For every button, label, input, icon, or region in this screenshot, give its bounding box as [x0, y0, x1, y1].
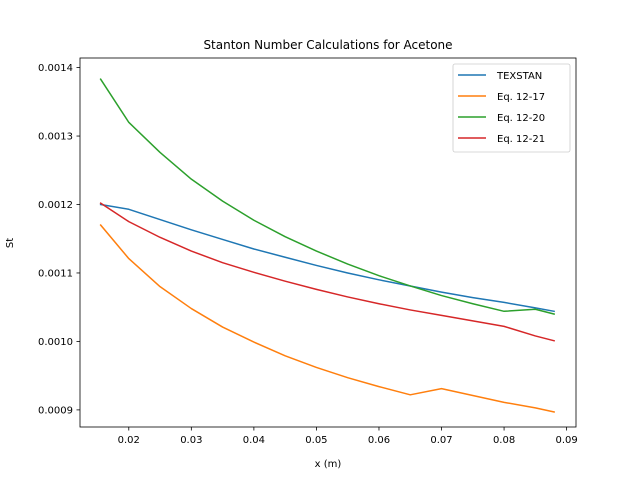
x-tick-label: 0.08: [493, 435, 515, 446]
legend-label-0: TEXSTAN: [496, 71, 542, 82]
x-tick-label: 0.06: [368, 435, 390, 446]
x-axis-label: x (m): [315, 459, 342, 470]
y-tick-label: 0.0012: [38, 200, 73, 211]
x-tick-label: 0.09: [555, 435, 577, 446]
y-tick-label: 0.0010: [38, 337, 73, 348]
series-line-0: [99, 203, 555, 313]
chart-title: Stanton Number Calculations for Acetone: [203, 38, 452, 52]
series-line-3: [99, 202, 556, 342]
legend: TEXSTAN Eq. 12-17 Eq. 12-20 Eq. 12-21: [452, 63, 571, 153]
legend-label-2: Eq. 12-20: [497, 113, 545, 124]
y-axis-label: St: [5, 238, 16, 248]
x-tick-label: 0.02: [118, 435, 140, 446]
x-tick-label: 0.07: [430, 435, 452, 446]
series-line-2: [99, 78, 556, 315]
x-tick-label: 0.03: [180, 435, 202, 446]
y-tick-label: 0.0009: [38, 405, 73, 416]
legend-box: [452, 63, 571, 153]
y-tick-label: 0.0014: [38, 63, 73, 74]
axes-frame: [79, 57, 577, 428]
x-tick-label: 0.04: [243, 435, 265, 446]
y-tick-label: 0.0013: [38, 132, 73, 143]
legend-label-1: Eq. 12-17: [497, 92, 545, 103]
series-line-1: [99, 223, 556, 413]
plot-area: 0.02 0.03 0.04 0.05 0.06 0.07 0.08 0.09 0.0009 0.…: [38, 57, 578, 446]
y-tick-label: 0.0011: [38, 268, 73, 279]
x-tick-label: 0.05: [305, 435, 327, 446]
legend-label-3: Eq. 12-21: [497, 134, 545, 145]
